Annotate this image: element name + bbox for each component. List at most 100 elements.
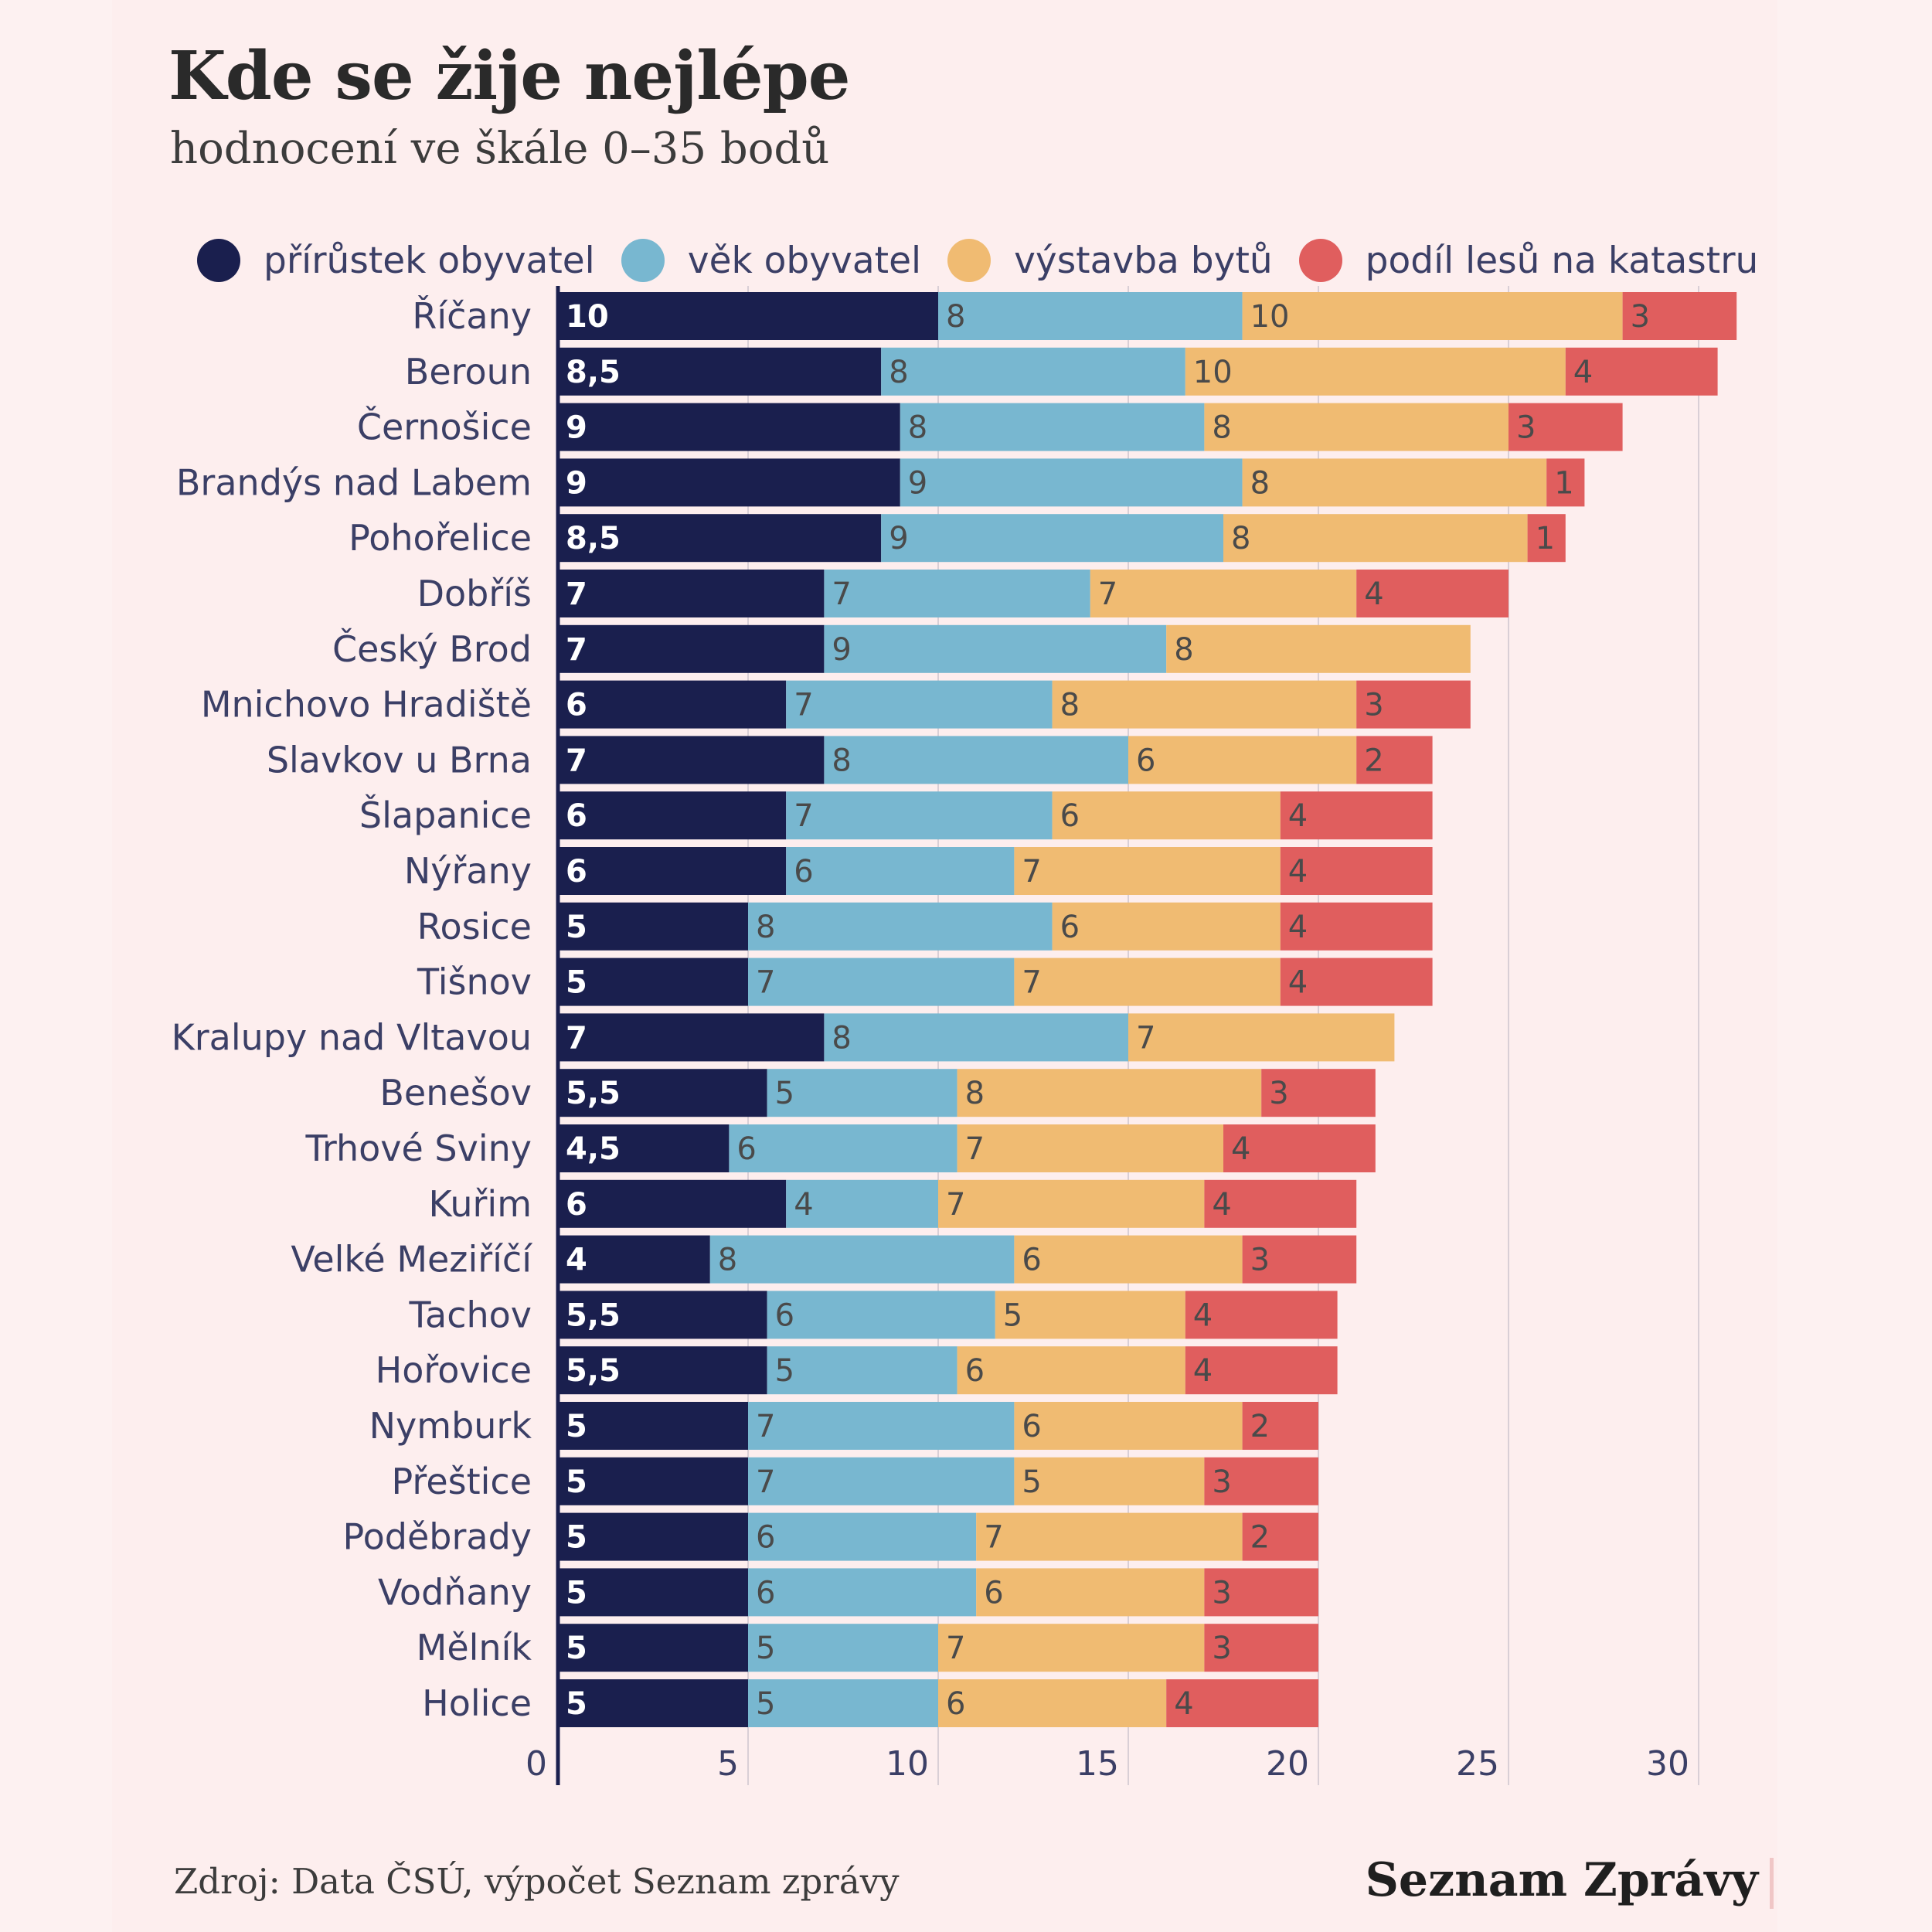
bar-segment-s0 [558, 347, 882, 396]
brand-logo: Seznam Zprávy [1365, 1853, 1758, 1907]
bar-segment-s2 [1014, 1402, 1243, 1450]
legend-item-vystavba: výstavba bytů [947, 239, 1273, 282]
legend-label-vystavba: výstavba bytů [1014, 239, 1273, 282]
bar-segment-s1 [748, 902, 1053, 951]
bar-segment-s1 [748, 1679, 938, 1727]
data-label-s1: 8 [946, 299, 965, 335]
category-label: Český Brod [332, 628, 532, 670]
tick-label-x: 5 [717, 1744, 739, 1784]
bar-segment-s2 [1014, 1457, 1205, 1505]
bar-segment-s1 [881, 514, 1223, 563]
bar-segment-s1 [729, 1124, 957, 1172]
data-label-s2: 7 [946, 1187, 965, 1223]
bar-segment-s3 [1546, 458, 1585, 507]
data-label-s1: 8 [908, 410, 927, 446]
bar-segment-s0 [558, 1124, 730, 1172]
bar-segment-s3 [1261, 1069, 1376, 1117]
bar-segment-s2 [1014, 1235, 1243, 1284]
bar-segment-s1 [748, 1512, 977, 1561]
data-label-s1: 5 [775, 1076, 794, 1111]
data-label-s2: 6 [1022, 1409, 1041, 1444]
chart-title: Kde se žije nejlépe [168, 37, 850, 115]
legend-label-vek: věk obyvatel [687, 239, 922, 282]
legend-label-lesy: podíl lesů na katastru [1365, 239, 1759, 282]
bar-segment-s3 [1242, 1512, 1318, 1561]
category-label: Poděbrady [343, 1516, 532, 1558]
data-label-s3: 3 [1516, 410, 1536, 446]
bar-segment-s3 [1242, 1402, 1318, 1450]
bar-segment-s2 [957, 1069, 1262, 1117]
bar-segment-s3 [1356, 680, 1471, 729]
bar-segment-s0 [558, 514, 882, 563]
bar-segment-s0 [558, 1013, 825, 1062]
data-label-s3: 3 [1250, 1243, 1270, 1278]
bar-segment-s2 [938, 1679, 1167, 1727]
brand-divider [1770, 1858, 1774, 1909]
legend-item-prirustek: přírůstek obyvatel [197, 239, 595, 282]
data-label-s0: 5 [566, 965, 587, 1001]
bar-segment-s3 [1204, 1179, 1357, 1228]
data-label-s3: 4 [1288, 910, 1308, 945]
data-label-s2: 6 [984, 1575, 1003, 1611]
category-label: Tišnov [417, 961, 532, 1003]
data-label-s0: 4,5 [566, 1131, 621, 1167]
bar-segment-s1 [900, 458, 1243, 507]
bar-segment-s1 [748, 1402, 1015, 1450]
data-label-s2: 5 [1003, 1298, 1022, 1333]
data-label-s0: 6 [566, 688, 587, 723]
data-label-s1: 8 [756, 910, 775, 945]
data-label-s3: 3 [1212, 1631, 1231, 1666]
bar-segment-s3 [1204, 1624, 1318, 1672]
bar-segment-s0 [558, 957, 748, 1006]
data-label-s0: 7 [566, 1020, 587, 1056]
data-label-s0: 7 [566, 632, 587, 668]
bar-segment-s0 [558, 680, 787, 729]
bar-segment-s2 [1052, 902, 1281, 951]
data-label-s2: 7 [984, 1520, 1003, 1556]
category-label: Slavkov u Brna [267, 739, 532, 781]
data-label-s2: 10 [1250, 299, 1290, 335]
category-label: Trhové Sviny [305, 1128, 532, 1169]
data-label-s0: 8,5 [566, 521, 621, 556]
data-label-s0: 4 [566, 1243, 587, 1278]
bar-segment-s0 [558, 791, 787, 840]
data-label-s0: 5 [566, 1464, 587, 1500]
legend: přírůstek obyvatel věk obyvatel výstavba… [197, 236, 1784, 285]
category-label: Beroun [405, 351, 532, 393]
data-label-s3: 3 [1212, 1464, 1231, 1500]
bar-segment-s1 [938, 292, 1243, 340]
bar-segment-s3 [1166, 1679, 1318, 1727]
data-label-s2: 8 [965, 1076, 985, 1111]
bar-segment-s1 [824, 736, 1128, 784]
data-label-s0: 7 [566, 743, 587, 778]
data-label-s1: 9 [889, 521, 908, 556]
bar-segment-s2 [1014, 957, 1281, 1006]
legend-item-lesy: podíl lesů na katastru [1298, 239, 1759, 282]
data-label-s1: 8 [718, 1243, 737, 1278]
data-label-s1: 9 [908, 465, 927, 501]
category-label: Nymburk [369, 1405, 532, 1447]
legend-swatch-prirustek [197, 239, 240, 282]
bar-segment-s0 [558, 570, 825, 617]
bar-segment-s3 [1356, 570, 1509, 617]
bar-segment-s1 [824, 624, 1167, 673]
data-label-s3: 3 [1364, 688, 1383, 723]
data-label-s3: 4 [1573, 355, 1593, 390]
bar-segment-s2 [1128, 736, 1357, 784]
data-label-s0: 10 [566, 299, 609, 335]
data-label-s2: 8 [1231, 521, 1250, 556]
bar-segment-s0 [558, 1512, 748, 1561]
bar-segment-s0 [558, 1235, 710, 1284]
category-label: Holice [422, 1682, 532, 1724]
category-label: Tachov [409, 1294, 532, 1335]
data-label-s3: 4 [1193, 1298, 1213, 1333]
bar-segment-s3 [1622, 292, 1737, 340]
category-label: Hořovice [376, 1349, 532, 1391]
data-label-s1: 8 [832, 743, 851, 778]
data-label-s1: 6 [775, 1298, 794, 1333]
bar-segment-s1 [767, 1069, 957, 1117]
bar-segment-s1 [748, 1457, 1015, 1505]
category-label: Říčany [412, 295, 532, 337]
category-label: Rosice [417, 906, 532, 947]
data-label-s2: 6 [946, 1686, 965, 1722]
